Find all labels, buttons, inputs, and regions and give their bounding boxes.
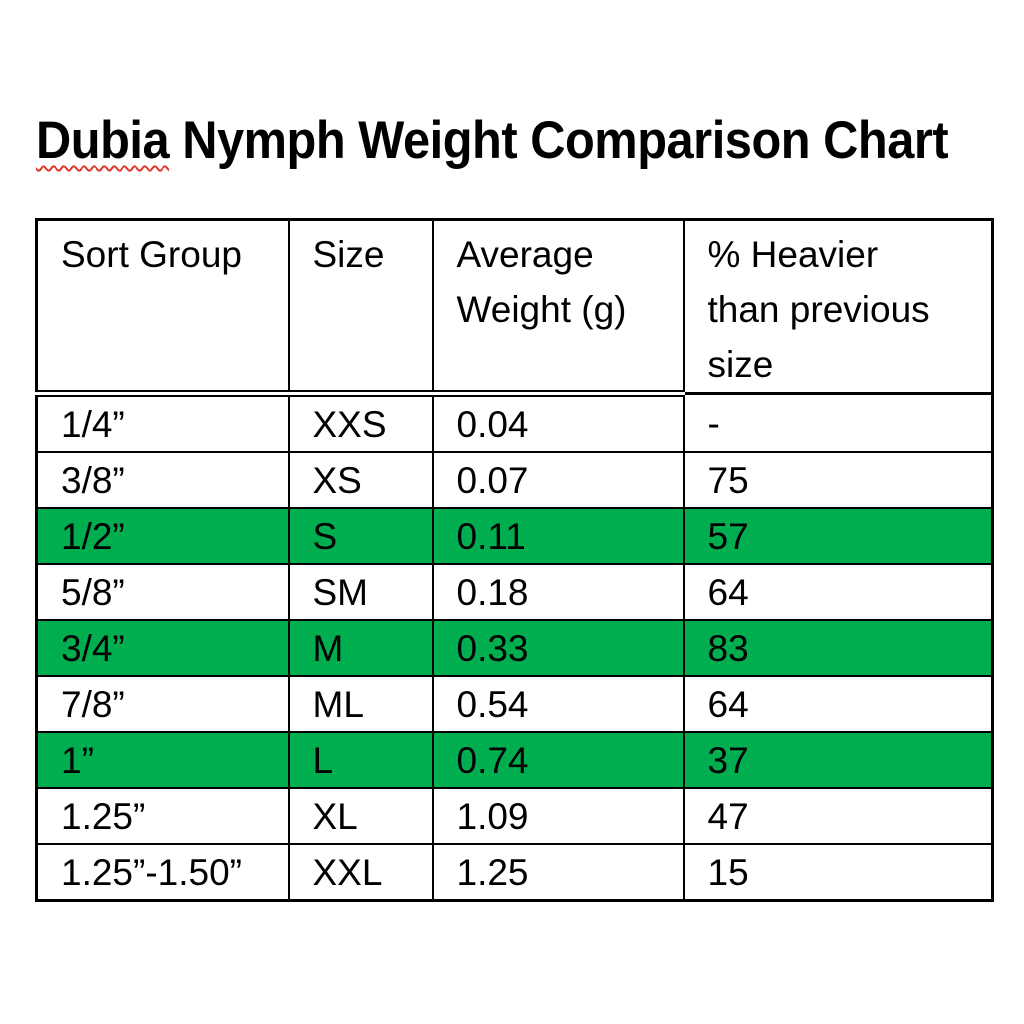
column-header-line: Size (312, 234, 385, 275)
cell-pct-heavier: 37 (682, 731, 994, 789)
cell-sort-group: 1.25”-1.50” (35, 843, 290, 902)
column-header-pct-heavier: % Heavier than previous size (682, 218, 994, 395)
column-header-size: Size (287, 218, 434, 397)
table-row: 1” L 0.74 37 (35, 731, 994, 789)
table-row: 1/2” S 0.11 57 (35, 507, 994, 565)
cell-size: XL (287, 787, 434, 845)
weight-comparison-table: Sort Group Size Average Weight (g) % Heavier… (35, 218, 994, 902)
cell-pct-heavier: 15 (682, 843, 994, 902)
column-header-line: Weight (g) (456, 289, 627, 330)
cell-sort-group: 1/2” (35, 507, 290, 565)
column-header-line: Sort Group (61, 234, 242, 275)
cell-sort-group: 7/8” (35, 675, 290, 733)
cell-size: M (287, 619, 434, 677)
cell-sort-group: 5/8” (35, 563, 290, 621)
cell-size: L (287, 731, 434, 789)
cell-average-weight: 0.04 (431, 392, 685, 453)
column-header-average-weight: Average Weight (g) (431, 218, 685, 397)
cell-average-weight: 0.18 (431, 563, 685, 621)
table-row: 3/4” M 0.33 83 (35, 619, 994, 677)
table-row: 3/8” XS 0.07 75 (35, 451, 994, 509)
cell-sort-group: 1” (35, 731, 290, 789)
cell-size: S (287, 507, 434, 565)
column-header-sort-group: Sort Group (35, 218, 290, 397)
cell-pct-heavier: 64 (682, 675, 994, 733)
cell-size: ML (287, 675, 434, 733)
cell-average-weight: 0.74 (431, 731, 685, 789)
cell-pct-heavier: - (682, 392, 994, 453)
cell-pct-heavier: 75 (682, 451, 994, 509)
cell-average-weight: 0.07 (431, 451, 685, 509)
cell-average-weight: 1.25 (431, 843, 685, 902)
table-row: 1/4” XXS 0.04- (35, 392, 994, 453)
cell-pct-heavier: 64 (682, 563, 994, 621)
cell-average-weight: 0.54 (431, 675, 685, 733)
column-header-line: % Heavier (707, 234, 879, 275)
cell-pct-heavier: 83 (682, 619, 994, 677)
cell-sort-group: 3/8” (35, 451, 290, 509)
cell-size: XXL (287, 843, 434, 902)
cell-average-weight: 0.11 (431, 507, 685, 565)
cell-average-weight: 1.09 (431, 787, 685, 845)
cell-sort-group: 1.25” (35, 787, 290, 845)
table-row: 1.25” XL 1.09 47 (35, 787, 994, 845)
table-row: 5/8” SM 0.18 64 (35, 563, 994, 621)
cell-pct-heavier: 47 (682, 787, 994, 845)
title-misspelled-word: Dubia (36, 111, 170, 170)
cell-pct-heavier: 57 (682, 507, 994, 565)
cell-size: XXS (287, 392, 434, 453)
column-header-line: than previous (707, 289, 930, 330)
page-title: Dubia Nymph Weight Comparison Chart (36, 111, 949, 170)
cell-size: SM (287, 563, 434, 621)
cell-average-weight: 0.33 (431, 619, 685, 677)
table-row: 1.25”-1.50” XXL 1.25 15 (35, 843, 994, 902)
cell-size: XS (287, 451, 434, 509)
cell-sort-group: 1/4” (35, 392, 290, 453)
table-row: 7/8” ML 0.54 64 (35, 675, 994, 733)
column-header-line: Average (456, 234, 594, 275)
header-row: Sort Group Size Average Weight (g) % Heavier… (35, 218, 994, 397)
cell-sort-group: 3/4” (35, 619, 290, 677)
column-header-line: size (707, 344, 774, 385)
title-rest: Nymph Weight Comparison Chart (169, 111, 949, 170)
